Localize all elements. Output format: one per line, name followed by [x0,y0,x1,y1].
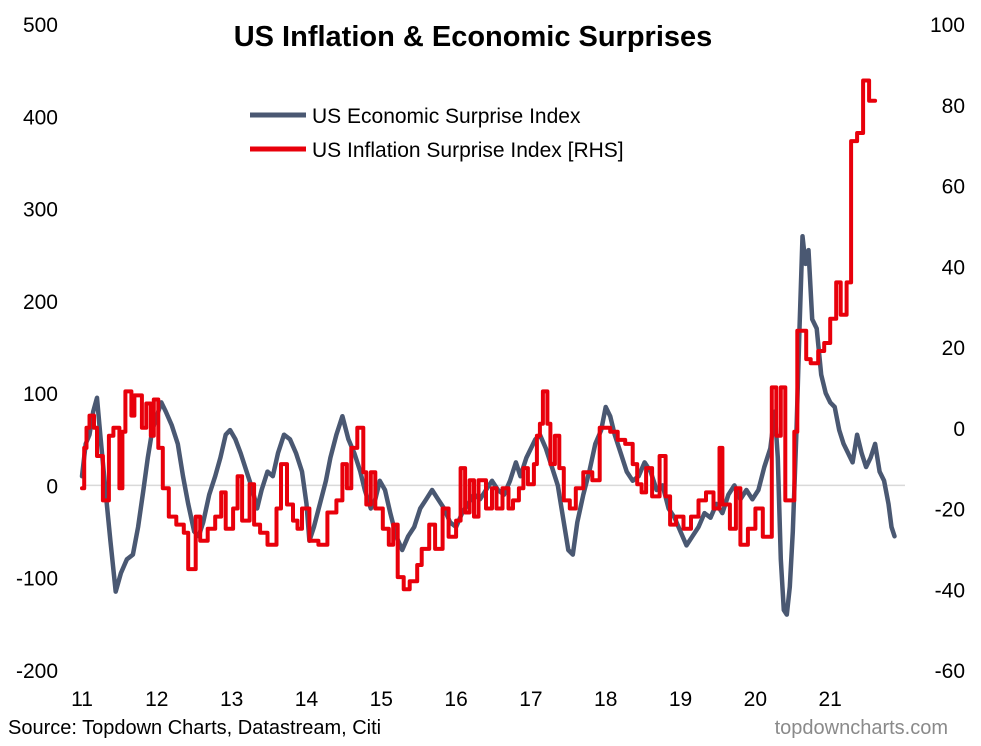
x-tick-label: 19 [669,688,692,711]
x-tick-label: 14 [295,688,319,711]
y-right-tick-label: 0 [953,418,965,441]
y-right-tick-label: -20 [935,499,965,522]
x-tick-label: 16 [444,688,467,711]
y-right-tick-label: -60 [935,660,965,683]
y-left-tick-label: -200 [16,660,58,683]
y-left-tick-label: 0 [46,475,58,498]
y-right-tick-label: -40 [935,579,965,602]
y-right-tick-label: 20 [942,337,965,360]
legend-label: US Economic Surprise Index [312,105,581,128]
chart-title: US Inflation & Economic Surprises [234,21,713,53]
y-right-tick-label: 100 [930,14,965,37]
y-right-tick-label: 80 [942,95,965,118]
y-left-tick-label: 200 [23,291,58,314]
y-left-tick-label: 500 [23,14,58,37]
x-tick-label: 20 [744,688,767,711]
x-tick-label: 18 [594,688,617,711]
y-left-tick-label: 100 [23,383,58,406]
x-tick-label: 12 [145,688,168,711]
legend-label: US Inflation Surprise Index [RHS] [312,139,624,162]
y-left-tick-label: 300 [23,199,58,222]
brand-watermark: topdowncharts.com [775,717,948,739]
x-tick-label: 11 [71,688,93,711]
source-note: Source: Topdown Charts, Datastream, Citi [8,717,381,739]
x-tick-label: 17 [519,688,542,711]
y-left-tick-label: 400 [23,106,58,129]
y-left-tick-label: -100 [16,568,58,591]
legend: US Economic Surprise Index US Inflation S… [250,105,624,162]
series-line-inflation-surprise [80,78,878,592]
x-tick-label: 15 [370,688,393,711]
series-layer [79,78,897,617]
x-tick-label: 13 [220,688,243,711]
y-right-tick-label: 60 [942,176,965,199]
x-tick-label: 21 [819,688,842,711]
y-right-tick-label: 40 [942,256,965,279]
axes: 5004003002001000-100-200100806040200-20-… [16,14,965,711]
